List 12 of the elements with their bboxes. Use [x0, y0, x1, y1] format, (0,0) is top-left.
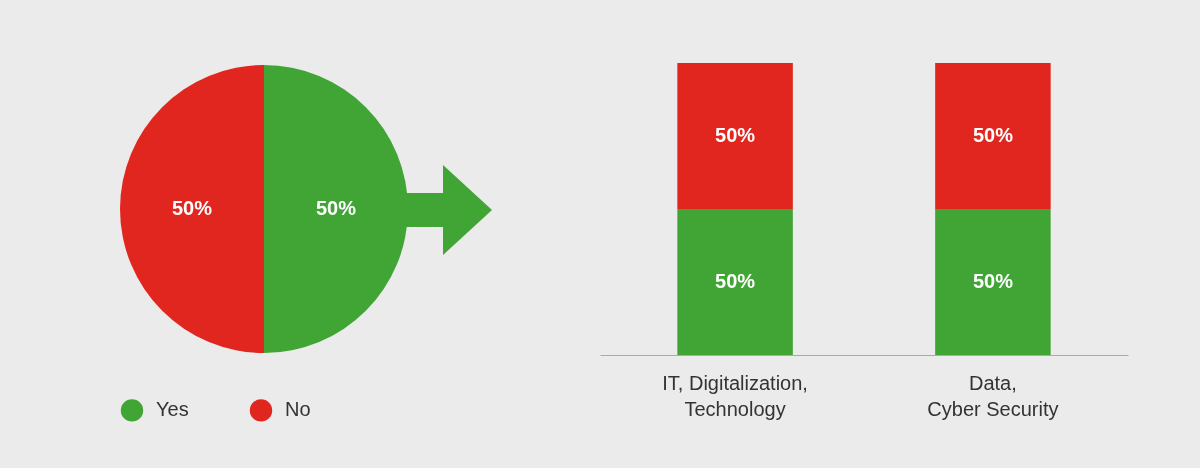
x-tick-label: IT, Digitalization, Technology [662, 371, 808, 420]
x-tick-label: Data, Cyber Security [927, 371, 1059, 420]
data-label: 50% [972, 270, 1014, 292]
data-label: 50% [315, 197, 357, 219]
data-label: 50% [972, 124, 1014, 146]
data-label: 50% [715, 124, 756, 146]
legend-label: Yes [156, 398, 189, 421]
pie-slice [120, 65, 264, 353]
data-label: 50% [715, 270, 756, 292]
pie-slice [264, 65, 408, 353]
data-label: 50% [171, 197, 213, 219]
legend-label: No [285, 398, 311, 421]
